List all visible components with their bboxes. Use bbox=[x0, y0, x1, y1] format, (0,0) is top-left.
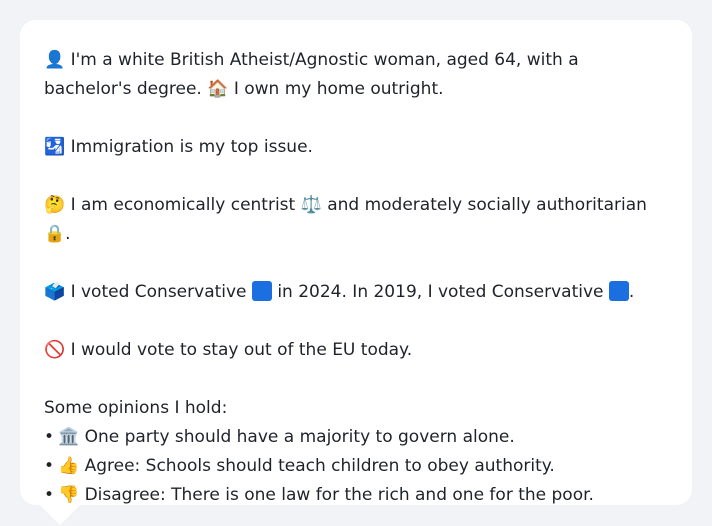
political-compass-line: 🤔 I am economically centrist ⚖️ and mode… bbox=[44, 191, 668, 249]
social-position-text: and moderately socially authoritarian bbox=[327, 195, 647, 215]
home-ownership-text: I own my home outright. bbox=[233, 79, 444, 99]
passport-control-icon: 🛂 bbox=[44, 137, 66, 157]
person-icon: 👤 bbox=[44, 50, 66, 70]
opinion-item: • 🏛️ One party should have a majority to … bbox=[44, 423, 668, 452]
opinion-text: Agree: Schools should teach children to … bbox=[84, 456, 555, 476]
thumbs-up-icon: 👍 bbox=[58, 456, 80, 476]
lock-icon: 🔒 bbox=[44, 224, 66, 244]
house-icon: 🏠 bbox=[207, 79, 229, 99]
bubble-tail bbox=[40, 505, 80, 525]
demographics-line: 👤 I'm a white British Atheist/Agnostic w… bbox=[44, 46, 668, 104]
top-issue-line: 🛂 Immigration is my top issue. bbox=[44, 133, 668, 162]
profile-message-bubble: 👤 I'm a white British Atheist/Agnostic w… bbox=[20, 20, 692, 505]
conservative-blue-square-icon bbox=[608, 281, 629, 301]
opinion-text: Disagree: There is one law for the rich … bbox=[84, 485, 594, 505]
voting-history-line: 🗳️ I voted Conservative in 2024. In 2019… bbox=[44, 278, 668, 307]
opinion-text: One party should have a majority to gove… bbox=[84, 427, 515, 447]
opinion-item: • 👍 Agree: Schools should teach children … bbox=[44, 452, 668, 481]
opinion-item: • 👎 Disagree: There is one law for the ri… bbox=[44, 481, 668, 510]
vote-period: . bbox=[628, 282, 635, 302]
top-issue-text: Immigration is my top issue. bbox=[70, 137, 313, 157]
prohibited-icon: 🚫 bbox=[44, 340, 66, 360]
ballot-box-icon: 🗳️ bbox=[44, 282, 66, 302]
vote-2024-text: I voted Conservative bbox=[70, 282, 247, 302]
vote-2019-text: in 2024. In 2019, I voted Conservative bbox=[277, 282, 604, 302]
thumbs-down-icon: 👎 bbox=[58, 485, 80, 505]
compass-period: . bbox=[65, 224, 71, 244]
eu-position-text: I would vote to stay out of the EU today… bbox=[70, 340, 413, 360]
classical-building-icon: 🏛️ bbox=[58, 427, 80, 447]
eu-position-line: 🚫 I would vote to stay out of the EU tod… bbox=[44, 336, 668, 365]
bullet-dot: • bbox=[44, 427, 55, 447]
scales-icon: ⚖️ bbox=[300, 195, 322, 215]
opinions-heading: Some opinions I hold: bbox=[44, 398, 228, 418]
economic-position-text: I am economically centrist bbox=[70, 195, 296, 215]
bullet-dot: • bbox=[44, 456, 55, 476]
demographics-text: I'm a white British Atheist/Agnostic wom… bbox=[44, 50, 579, 99]
bullet-dot: • bbox=[44, 485, 55, 505]
conservative-blue-square-icon bbox=[251, 281, 272, 301]
thinking-face-icon: 🤔 bbox=[44, 195, 66, 215]
